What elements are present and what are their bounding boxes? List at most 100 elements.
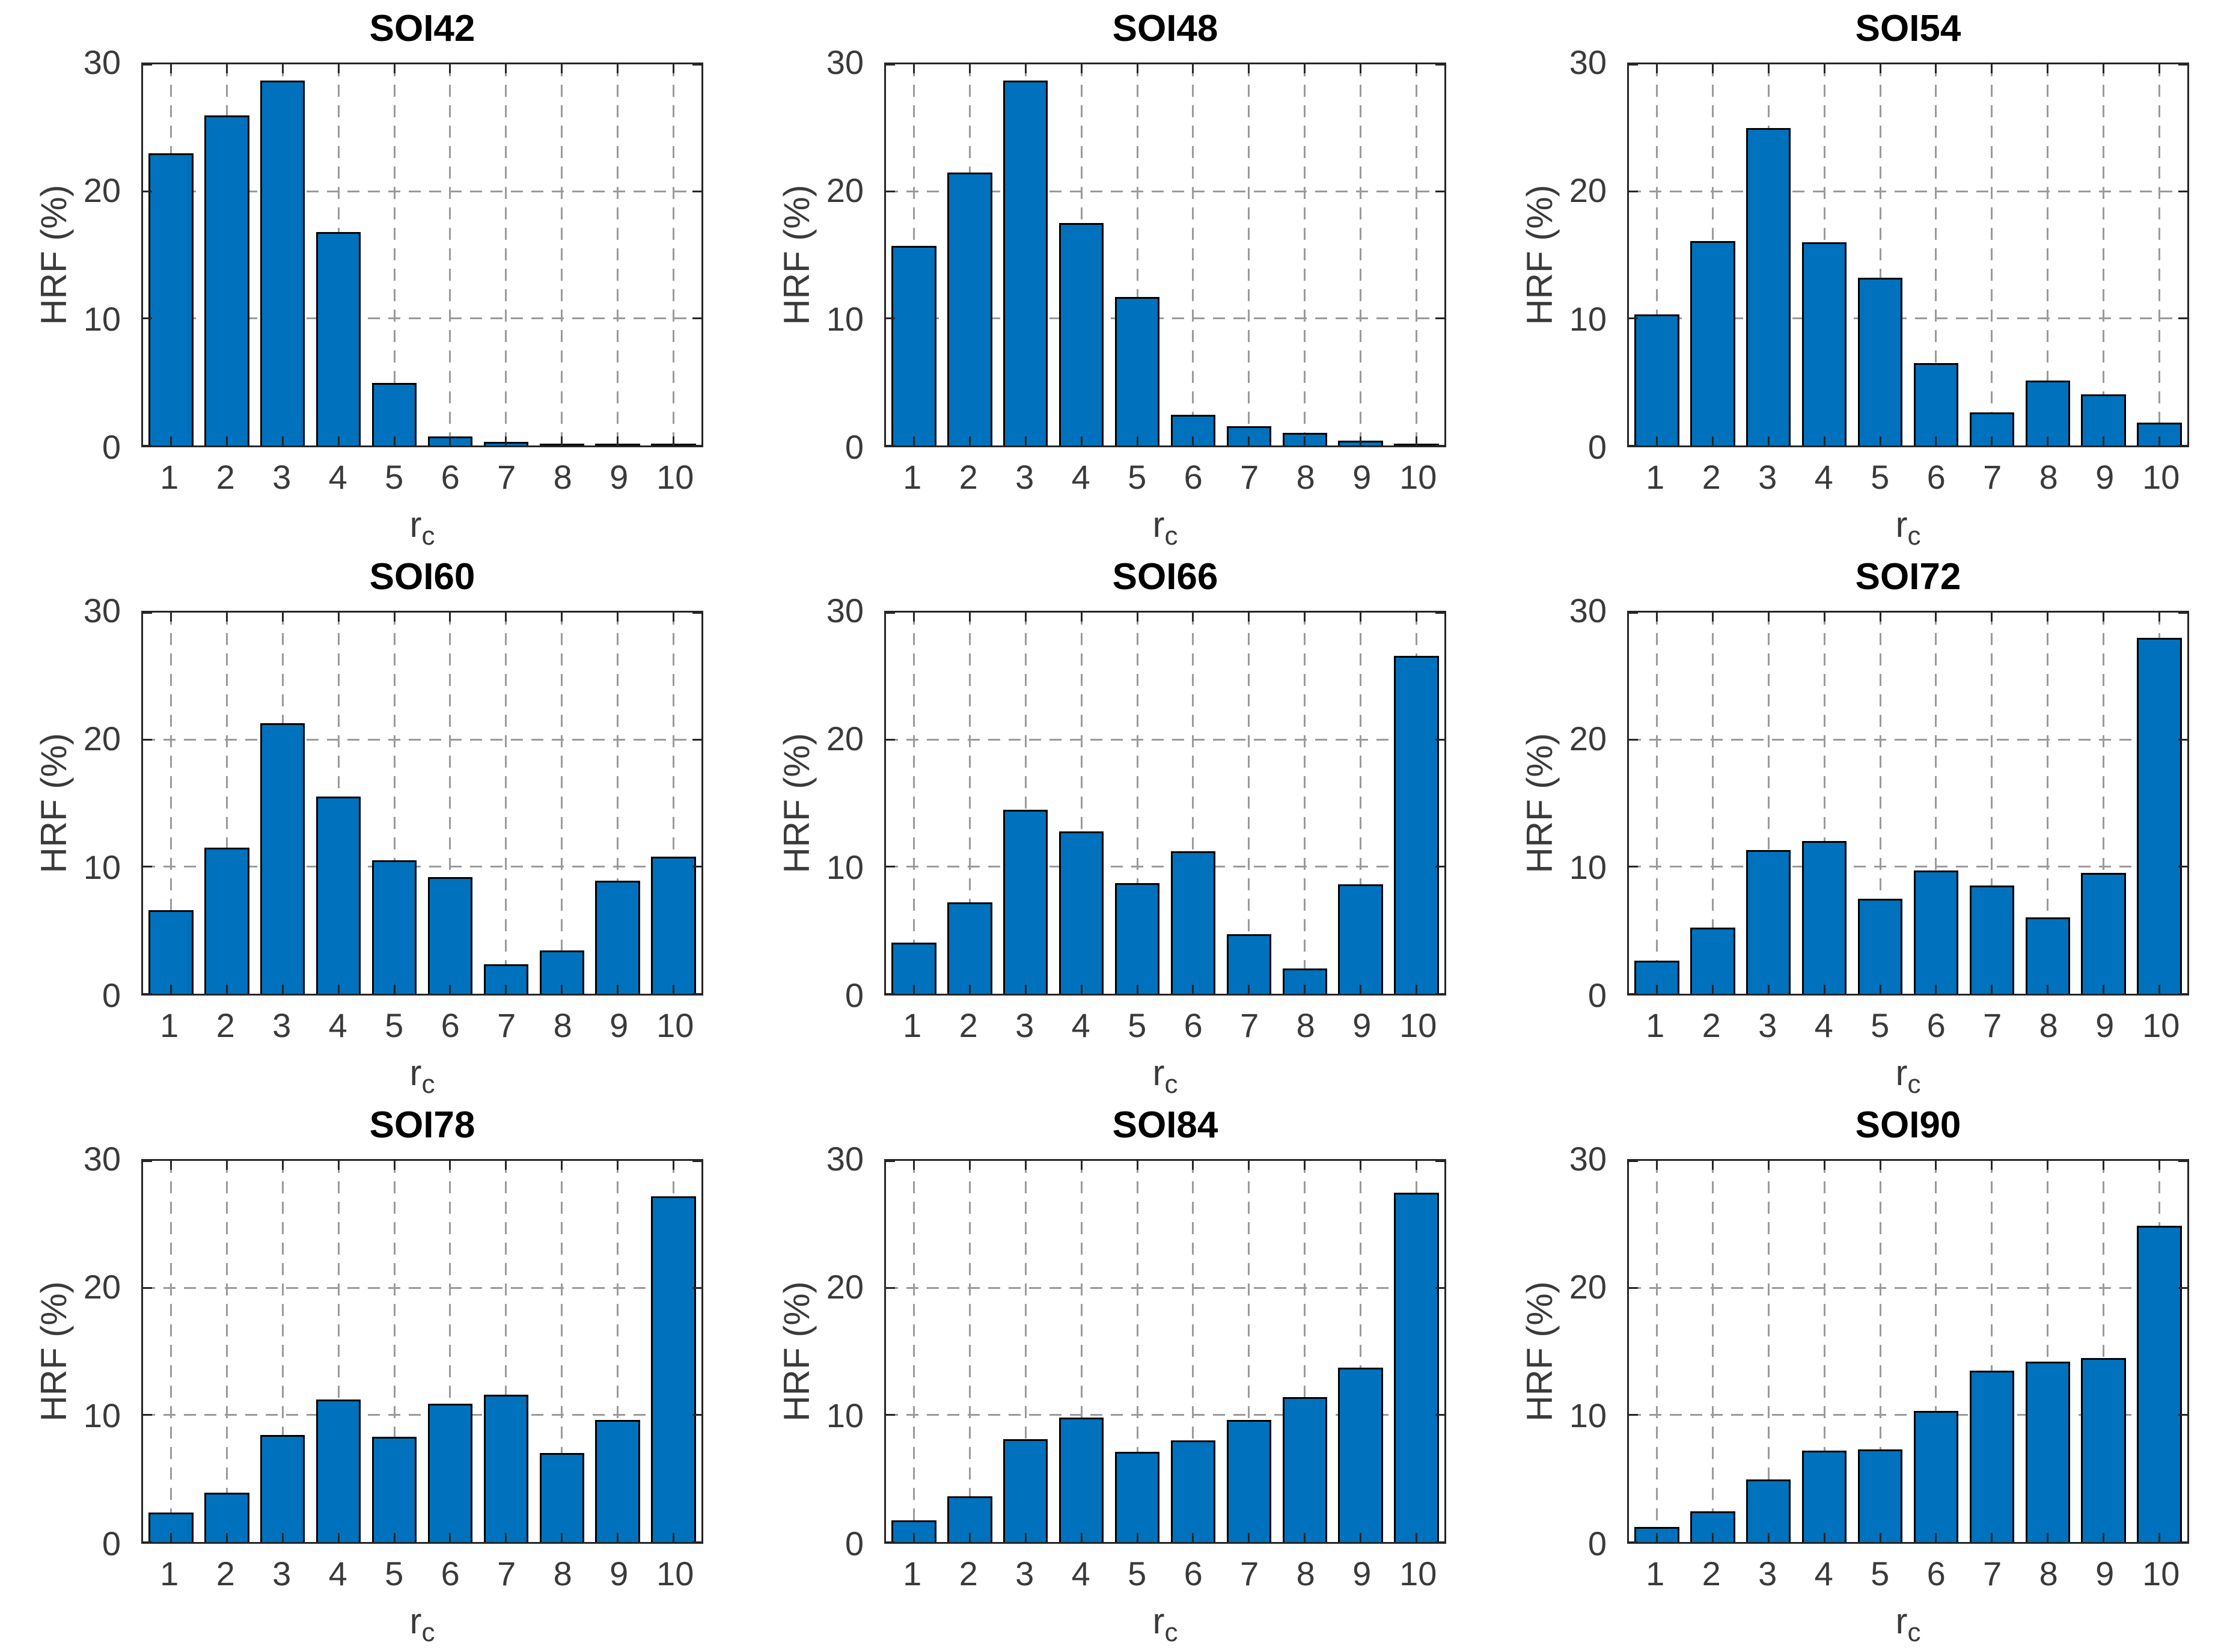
x-tick-label: 4: [1814, 458, 1833, 496]
x-tick-mark: [1024, 985, 1027, 994]
x-tick-mark: [505, 985, 507, 994]
x-tick-mark: [1416, 64, 1418, 73]
x-tick-mark: [617, 436, 619, 445]
x-tick-label: 4: [328, 1555, 347, 1592]
y-tick-label: 30: [826, 43, 864, 81]
bar: [539, 1453, 584, 1542]
vertical-gridline: [449, 1161, 451, 1542]
bar: [1003, 809, 1048, 994]
x-tick-mark: [337, 985, 340, 994]
subplot-SOI42: SOI42 HRF (%) 0 10 20 30 1 2 3 4 5 6 7 8 9 10 rc: [0, 0, 743, 551]
bar: [2137, 638, 2182, 994]
x-tick-label: 4: [1814, 1555, 1833, 1592]
y-tick-mark: [2178, 1286, 2187, 1289]
x-tick-label: 8: [1296, 1006, 1315, 1044]
x-tick-mark: [1767, 613, 1770, 622]
x-tick-mark: [561, 64, 563, 73]
x-tick-mark: [561, 985, 563, 994]
plot-area: [884, 611, 1446, 996]
y-tick-mark: [143, 1541, 152, 1543]
x-tick-label: 7: [1983, 458, 2002, 496]
y-tick-label: 0: [845, 1525, 864, 1562]
x-tick-mark: [912, 1533, 915, 1542]
bar: [1058, 223, 1104, 445]
vertical-gridline: [673, 613, 675, 994]
x-tick-mark: [1136, 1161, 1138, 1170]
vertical-gridline: [170, 1161, 172, 1542]
vertical-gridline: [337, 1161, 340, 1542]
chart-title: SOI72: [1855, 556, 1961, 598]
y-tick-labels: 0 10 20 30: [0, 592, 129, 1014]
x-tick-label: 7: [1240, 458, 1259, 496]
y-tick-mark: [886, 444, 895, 447]
vertical-gridline: [2158, 64, 2161, 445]
y-tick-mark: [692, 317, 701, 320]
x-tick-mark: [912, 436, 915, 445]
x-tick-label: 10: [656, 458, 694, 496]
x-tick-mark: [1248, 613, 1250, 622]
vertical-gridline: [449, 613, 451, 994]
x-tick-label: 10: [656, 1006, 694, 1044]
y-tick-mark: [143, 1160, 152, 1162]
x-tick-label: 6: [1184, 1555, 1203, 1592]
x-tick-mark: [2158, 1161, 2161, 1170]
y-tick-mark: [143, 190, 152, 192]
x-tick-mark: [1655, 985, 1658, 994]
x-tick-label: 6: [441, 1555, 460, 1592]
x-tick-label: 8: [1296, 458, 1315, 496]
x-tick-mark: [1304, 1161, 1306, 1170]
bar: [316, 1400, 361, 1542]
bar: [1634, 314, 1679, 445]
x-tick-mark: [561, 1161, 563, 1170]
bar: [1003, 1439, 1048, 1542]
x-tick-label: 2: [216, 1555, 235, 1592]
bar: [427, 1403, 473, 1542]
vertical-gridline: [912, 1161, 915, 1542]
bar: [651, 856, 696, 994]
x-axis-label-sub: c: [421, 521, 435, 551]
x-axis-label-sub: c: [1164, 1069, 1178, 1099]
x-tick-label: 4: [328, 458, 347, 496]
y-tick-mark: [1435, 993, 1444, 995]
y-tick-mark: [692, 738, 701, 741]
x-tick-mark: [1991, 613, 1993, 622]
x-tick-labels: 1 2 3 4 5 6 7 8 9 10: [141, 456, 703, 504]
x-tick-mark: [170, 1533, 172, 1542]
x-tick-mark: [2158, 613, 2161, 622]
x-tick-mark: [1879, 1533, 1881, 1542]
horizontal-gridline: [1629, 317, 2187, 320]
x-tick-mark: [1767, 1161, 1770, 1170]
bar: [1282, 1397, 1327, 1542]
bar: [1170, 1440, 1216, 1542]
x-tick-mark: [1080, 1161, 1083, 1170]
x-tick-mark: [449, 613, 451, 622]
x-tick-mark: [1655, 1161, 1658, 1170]
subplot-SOI84: SOI84 HRF (%) 0 10 20 30 1 2 3 4 5 6 7 8 9 10 rc: [743, 1097, 1486, 1646]
vertical-gridline: [968, 613, 971, 994]
x-tick-label: 3: [1015, 1555, 1034, 1592]
x-tick-mark: [393, 613, 396, 622]
x-tick-mark: [968, 1161, 971, 1170]
horizontal-gridline: [1629, 738, 2187, 741]
x-tick-label: 8: [553, 458, 572, 496]
y-tick-mark: [143, 1414, 152, 1416]
vertical-gridline: [1655, 64, 1658, 445]
x-tick-mark: [1879, 985, 1881, 994]
bar: [1746, 127, 1791, 445]
x-tick-mark: [2047, 613, 2049, 622]
y-tick-mark: [886, 1160, 895, 1162]
horizontal-gridline: [886, 190, 1444, 192]
y-tick-mark: [692, 1541, 701, 1543]
x-tick-label: 3: [1015, 458, 1034, 496]
y-tick-mark: [692, 190, 701, 192]
x-tick-mark: [1935, 436, 1937, 445]
x-tick-label: 1: [1646, 1006, 1665, 1044]
y-tick-label: 20: [826, 720, 864, 758]
x-tick-label: 9: [609, 458, 629, 496]
x-tick-labels: 1 2 3 4 5 6 7 8 9 10: [1627, 1004, 2189, 1052]
subplot-SOI48: SOI48 HRF (%) 0 10 20 30 1 2 3 4 5 6 7 8 9 10 rc: [743, 0, 1486, 549]
y-tick-labels: 0 10 20 30: [1486, 1140, 1615, 1562]
x-tick-label: 2: [216, 1006, 235, 1044]
bar: [371, 860, 417, 994]
x-tick-mark: [673, 436, 675, 445]
